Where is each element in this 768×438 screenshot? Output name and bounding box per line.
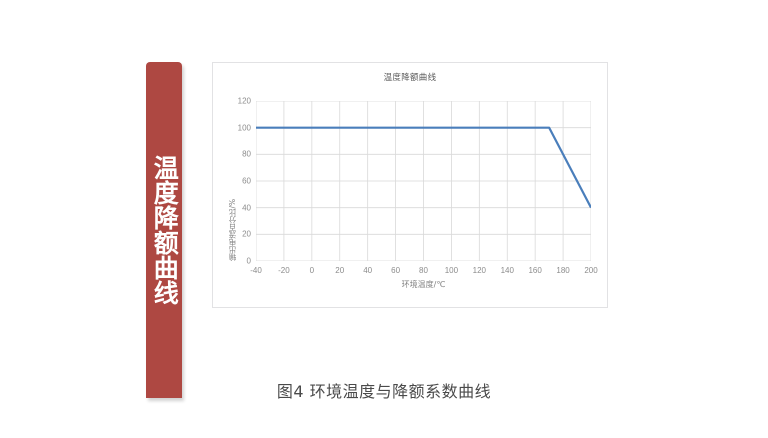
x-tick-label: 20 [335, 266, 345, 275]
x-tick-label: -40 [250, 266, 262, 275]
x-tick-label: 80 [419, 266, 428, 275]
x-tick-label: 60 [391, 266, 401, 275]
plot-svg [256, 101, 591, 261]
y-axis-title: 输出电流百分比/% [228, 198, 237, 261]
x-tick-label: 100 [444, 266, 459, 275]
y-tick-label: 60 [242, 176, 251, 186]
x-tick-label: 0 [309, 266, 315, 275]
chart-container: 温度降额曲线 输出电流百分比/% 0 20 40 60 80 100 120 -40 -20 0… [212, 62, 608, 308]
plot-wrapper: 0 20 40 60 80 100 120 -40 -20 0 20 40 60 80 100 120 140… [238, 97, 598, 276]
y-tick-label: 20 [242, 229, 251, 239]
chart-title: 温度降额曲线 [383, 73, 437, 83]
figure-caption: 图4 环境温度与降额系数曲线 [276, 382, 492, 401]
plot-area [256, 101, 591, 261]
y-tick-label: 100 [237, 123, 251, 133]
y-tick-label: 120 [237, 96, 251, 106]
x-tick-label: 200 [584, 266, 598, 275]
data-series [256, 128, 591, 208]
x-tick-label: 120 [472, 266, 487, 275]
y-tick-label: 80 [242, 149, 251, 159]
vertical-banner: 温度降额曲线 [146, 62, 182, 398]
x-tick-label: 140 [500, 266, 514, 275]
x-tick-label: -20 [278, 266, 290, 275]
y-tick-label: 0 [246, 256, 251, 266]
x-axis-title: 环境温度/℃ [401, 280, 446, 289]
vertical-banner-label: 温度降额曲线 [150, 155, 180, 305]
x-tick-label: 180 [556, 266, 570, 275]
series-line [256, 128, 591, 208]
x-tick-label: 160 [528, 266, 542, 275]
grid-lines [256, 101, 591, 261]
y-tick-label: 40 [242, 203, 251, 213]
x-tick-label: 40 [363, 266, 373, 275]
